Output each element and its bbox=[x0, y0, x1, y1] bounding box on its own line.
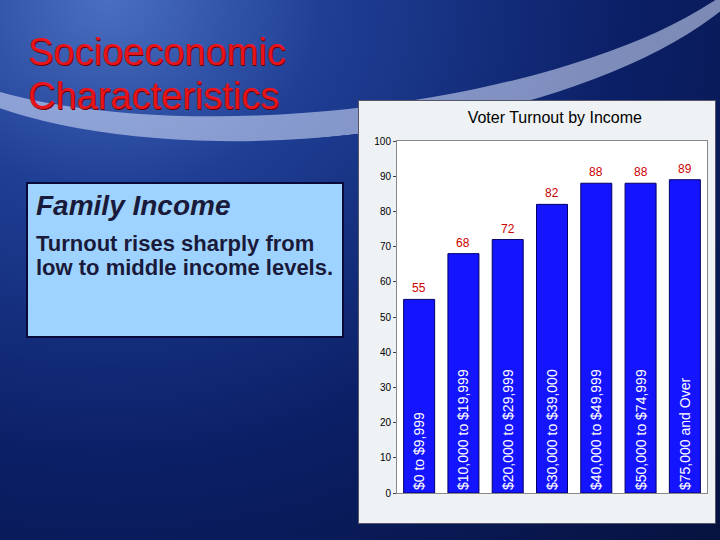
html-text:Turnout rises sharply from low: Turnout rises sharply from low to middle… bbox=[36, 231, 334, 280]
svg-text:40: 40 bbox=[380, 347, 392, 358]
svg-text:82: 82 bbox=[545, 186, 559, 200]
svg-text:88: 88 bbox=[589, 165, 603, 179]
svg-text:20: 20 bbox=[380, 417, 392, 428]
svg-text:72: 72 bbox=[501, 222, 515, 236]
svg-text:60: 60 bbox=[380, 276, 392, 287]
svg-text:$20,000 to $29,999: $20,000 to $29,999 bbox=[500, 369, 516, 490]
svg-text:$10,000 to $19,999: $10,000 to $19,999 bbox=[455, 369, 471, 490]
html-text:Family Income: Family Income bbox=[36, 190, 231, 221]
html-text:Socioeconomic Characteristics: Socioeconomic Characteristics bbox=[28, 31, 286, 117]
svg-text:68: 68 bbox=[456, 236, 470, 250]
svg-text:$0 to $9,999: $0 to $9,999 bbox=[411, 412, 427, 490]
svg-text:70: 70 bbox=[380, 241, 392, 252]
svg-text:88: 88 bbox=[634, 165, 648, 179]
svg-text:89: 89 bbox=[678, 162, 692, 176]
svg-text:30: 30 bbox=[380, 382, 392, 393]
svg-text:$50,000 to $74,999: $50,000 to $74,999 bbox=[633, 369, 649, 490]
svg-text:10: 10 bbox=[380, 452, 392, 463]
svg-text:55: 55 bbox=[412, 281, 426, 295]
svg-text:$30,000 to $39,000: $30,000 to $39,000 bbox=[544, 369, 560, 490]
svg-text:Voter Turnout by Income: Voter Turnout by Income bbox=[468, 109, 642, 126]
svg-text:100: 100 bbox=[374, 136, 391, 147]
svg-text:50: 50 bbox=[380, 312, 392, 323]
svg-text:90: 90 bbox=[380, 171, 392, 182]
svg-text:$75,000 and Over: $75,000 and Over bbox=[677, 378, 693, 490]
svg-text:$40,000 to $49,999: $40,000 to $49,999 bbox=[588, 369, 604, 490]
svg-text:80: 80 bbox=[380, 206, 392, 217]
svg-text:0: 0 bbox=[385, 488, 391, 499]
